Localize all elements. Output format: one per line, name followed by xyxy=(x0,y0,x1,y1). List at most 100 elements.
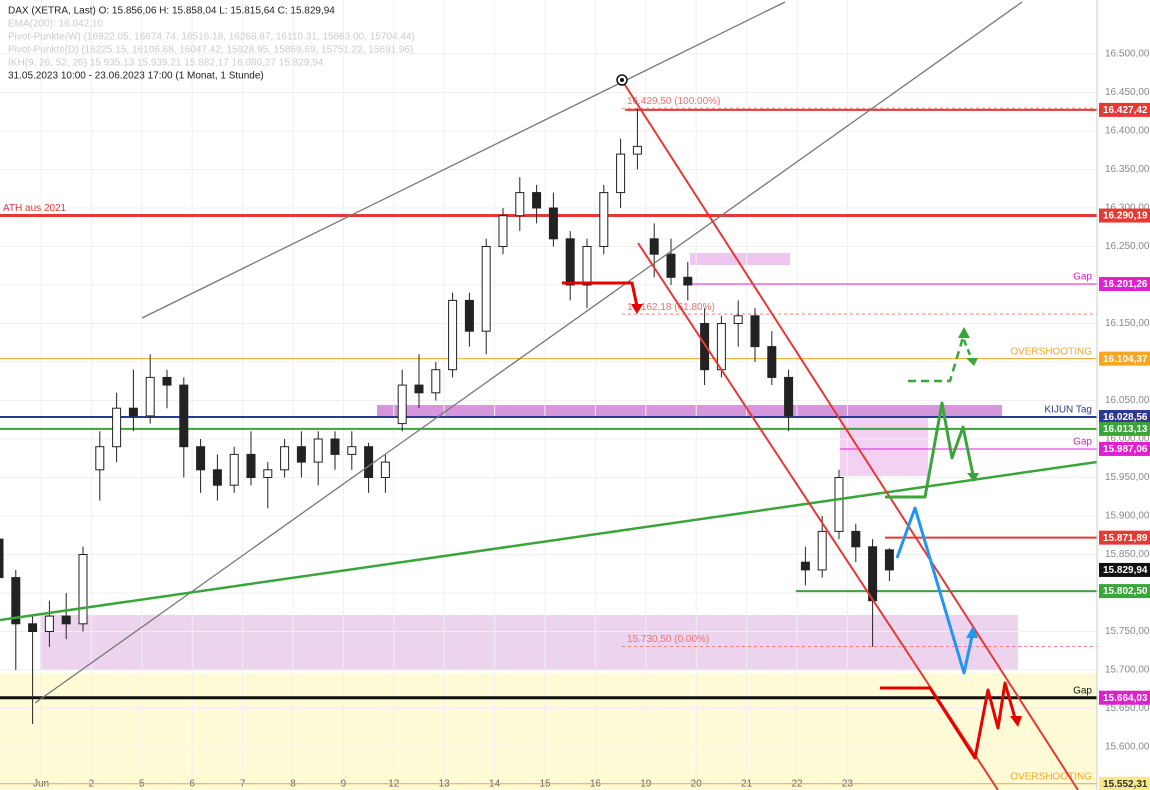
levels: 16.427,42 16.290,19 ATH aus 2021 16.201,26 G… xyxy=(0,96,1150,790)
price-box-label: 15.987,06 xyxy=(1103,444,1148,455)
price-box xyxy=(1099,584,1150,599)
level-label: Gap xyxy=(1073,685,1092,696)
fib-label: 16.429,50 (100.00%) xyxy=(627,96,720,107)
candle-body xyxy=(884,549,894,571)
legend-line: Pivot-Punkte(W) (16922.05, 16674.74, 165… xyxy=(8,32,415,43)
channel-line xyxy=(624,84,1079,790)
legend-line: IKH(9, 26, 52, 26) 15.935,13 15.939,21 1… xyxy=(8,58,324,69)
candle-body xyxy=(280,446,290,471)
candle-body xyxy=(733,315,743,324)
y-tick-label: 16.350,00 xyxy=(1105,164,1150,175)
arrowhead xyxy=(966,358,978,366)
candle-body xyxy=(767,346,777,378)
arrow xyxy=(885,401,975,499)
gap-band xyxy=(377,405,1002,418)
y-tick-label: 16.300,00 xyxy=(1105,203,1150,214)
candle-body xyxy=(380,461,390,479)
candle-body xyxy=(196,446,206,471)
price-box xyxy=(1099,351,1150,366)
candle-body xyxy=(784,376,794,417)
price-box-label: 16.013,13 xyxy=(1103,424,1148,435)
price-box xyxy=(1099,421,1150,436)
candle-body xyxy=(212,469,222,486)
y-tick-label: 16.400,00 xyxy=(1105,126,1150,137)
y-tick-label: 15.950,00 xyxy=(1105,472,1150,483)
candle-body xyxy=(364,446,374,479)
candle-body xyxy=(666,253,676,278)
candle-body xyxy=(800,561,810,571)
candle-body xyxy=(868,546,878,602)
candle-body xyxy=(481,246,491,332)
candle-body xyxy=(582,246,592,286)
arrowhead xyxy=(1010,716,1022,727)
candle-body xyxy=(145,376,155,417)
price-box-label: 16.104,37 xyxy=(1103,354,1148,365)
price-box xyxy=(1099,208,1150,223)
price-box-label: 16.201,26 xyxy=(1103,279,1148,290)
candle-body xyxy=(347,446,357,455)
legend: DAX (XETRA, Last) O: 15.856,06 H: 15.858… xyxy=(8,6,415,82)
candle-body xyxy=(700,323,710,371)
arrow xyxy=(562,281,639,307)
candle-body xyxy=(78,554,88,625)
legend-line: EMA(200): 16.042,10 xyxy=(8,19,103,30)
candle-body xyxy=(44,615,54,632)
price-box-label: 15.802,50 xyxy=(1103,586,1148,597)
fib-label: 16.162,18 (61.80%) xyxy=(627,302,715,313)
y-tick-label: 15.600,00 xyxy=(1105,742,1150,753)
candle-body xyxy=(632,145,642,155)
legend-line: Pivot-Punkte(D) (16225.15, 16106.68, 160… xyxy=(8,45,413,56)
y-tick-label: 16.050,00 xyxy=(1105,395,1150,406)
level-label: Gap xyxy=(1073,437,1092,448)
gap-band-upper xyxy=(690,253,790,265)
candle-body xyxy=(750,315,760,348)
candles xyxy=(0,108,894,724)
price-box-label: 16.028,56 xyxy=(1103,412,1148,423)
candle-body xyxy=(817,530,827,571)
candle-body xyxy=(397,384,407,425)
arrowhead xyxy=(967,473,979,482)
candle-body xyxy=(532,192,542,209)
candle-body xyxy=(448,299,458,371)
candle-body xyxy=(330,438,340,455)
candle-body xyxy=(0,538,4,579)
candle-body xyxy=(649,238,659,255)
candle-body xyxy=(128,407,138,417)
yellow-zone xyxy=(0,673,1097,790)
legend-line: 31.05.2023 10:00 - 23.06.2023 17:00 (1 M… xyxy=(8,71,264,82)
arrow xyxy=(908,333,966,383)
fib-anchor xyxy=(620,78,624,82)
gap-zone xyxy=(40,615,1018,670)
y-tick-label: 15.650,00 xyxy=(1105,703,1150,714)
fib-label: 15.730,50 (0.00%) xyxy=(627,634,709,645)
price-box-label: 16.427,42 xyxy=(1103,105,1148,116)
y-tick-label: 15.900,00 xyxy=(1105,511,1150,522)
candle-body xyxy=(28,623,38,632)
candle-body xyxy=(313,438,323,463)
price-box xyxy=(1099,562,1150,577)
candle-body xyxy=(616,153,626,194)
price-box-label: 16.290,19 xyxy=(1103,211,1148,222)
arrowhead xyxy=(966,626,978,638)
y-tick-label: 16.000,00 xyxy=(1105,434,1150,445)
price-box xyxy=(1099,776,1150,790)
price-box xyxy=(1099,410,1150,425)
level-label: Gap xyxy=(1073,272,1092,283)
arrow xyxy=(895,506,974,675)
candle-body xyxy=(565,238,575,286)
legend-line: DAX (XETRA, Last) O: 15.856,06 H: 15.858… xyxy=(8,6,335,17)
candle-body xyxy=(548,207,558,240)
trend-line xyxy=(34,1,1023,704)
candle-body xyxy=(11,577,21,625)
price-box xyxy=(1099,690,1150,705)
y-tick-label: 16.150,00 xyxy=(1105,318,1150,329)
y-tick-label: 15.850,00 xyxy=(1105,549,1150,560)
candle-body xyxy=(95,446,105,471)
price-box xyxy=(1099,441,1150,456)
arrow xyxy=(962,339,974,361)
arrowhead xyxy=(631,304,643,314)
